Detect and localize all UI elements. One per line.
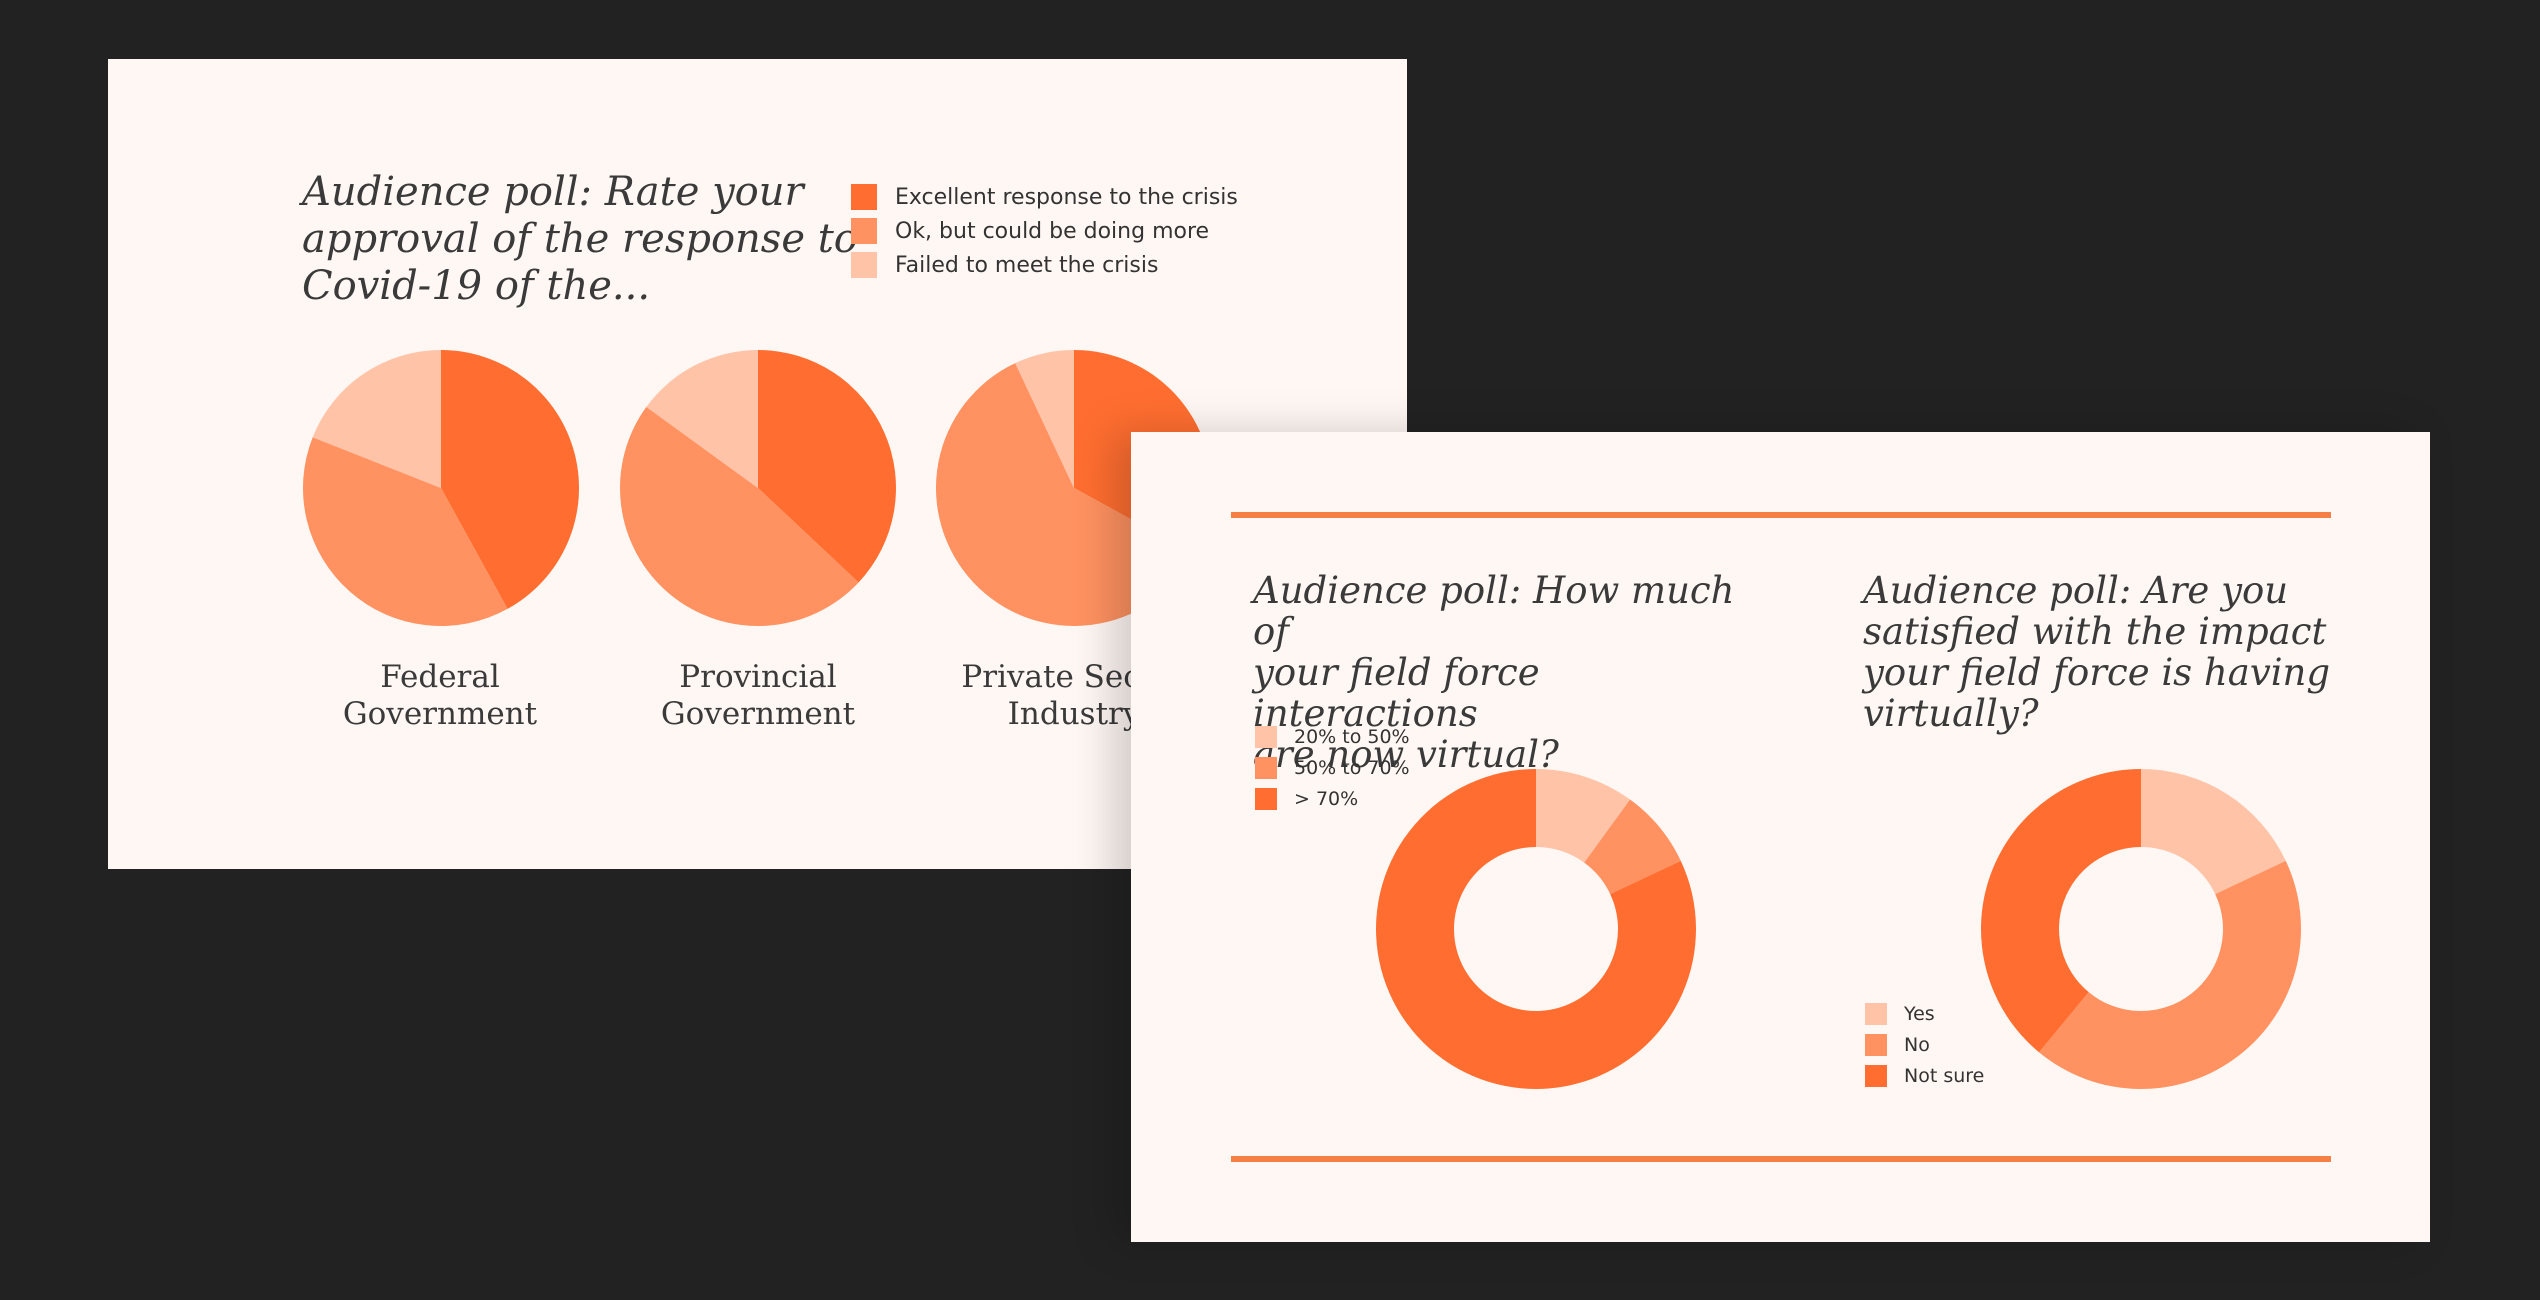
virtual-donut-slice-20-to-50 [1536,769,1631,863]
legend-item-50-70: 50% to 70% [1255,752,1410,783]
legend-label: Not sure [1904,1064,1985,1087]
legend-swatch [851,252,877,278]
poll-satisfaction-title: Audience poll: Are you satisfied with th… [1863,569,2331,735]
legend-swatch [1255,787,1277,810]
legend-swatch [851,184,877,210]
legend-swatch [1255,756,1277,779]
legend-swatch [1255,725,1277,748]
provincial-pie-slice-failed-to-meet-the-crisis [646,350,758,488]
satisfaction-legend: Yes No Not sure [1865,998,1984,1091]
legend-label: > 70% [1294,787,1359,810]
private-pie-slice-ok-but-could-be-doing-more [936,363,1195,626]
bottom-rule [1231,1156,2331,1162]
virtual-legend: 20% to 50% 50% to 70% > 70% [1255,721,1410,814]
legend-swatch [1865,1002,1887,1025]
legend-label: 20% to 50% [1294,725,1410,748]
legend-item-excellent: Excellent response to the crisis [851,180,1238,214]
federal-pie-slice-excellent-response-to-the-crisis [441,350,579,609]
poll-virtual-title: Audience poll: How much of your field fo… [1253,569,1735,776]
provincial-pie-slice-excellent-response-to-the-crisis [758,350,896,583]
slide1-title: Audience poll: Rate your approval of the… [302,169,858,309]
legend-label: Yes [1904,1002,1935,1025]
legend-item-yes: Yes [1865,998,1984,1029]
virtual-donut-slice-50-to-70 [1584,799,1681,895]
slide1-pie-charts [303,350,1212,627]
federal-pie-slice-failed-to-meet-the-crisis [312,350,441,488]
legend-swatch [1865,1064,1887,1087]
legend-item-no: No [1865,1029,1984,1060]
legend-swatch [851,218,877,244]
legend-item-over-70: > 70% [1255,783,1410,814]
pie-label-private: Private Sector Industry [961,659,1186,732]
slide2-donut-charts [1376,769,2301,1089]
legend-label: No [1904,1033,1930,1056]
satisfaction-donut-slice-yes [2141,769,2286,895]
legend-item-20-50: 20% to 50% [1255,721,1410,752]
legend-label: 50% to 70% [1294,756,1410,779]
legend-label: Ok, but could be doing more [895,218,1210,244]
legend-label: Excellent response to the crisis [895,184,1238,210]
satisfaction-donut-slice-no [2039,860,2301,1089]
legend-label: Failed to meet the crisis [895,252,1159,278]
legend-item-not-sure: Not sure [1865,1060,1984,1091]
virtual-donut-slice-70 [1376,769,1696,1089]
pie-label-provincial: Provincial Government [660,659,856,732]
slide1-legend: Excellent response to the crisis Ok, but… [851,180,1238,282]
legend-item-ok: Ok, but could be doing more [851,214,1238,248]
satisfaction-donut-slice-not-sure [1981,769,2141,1053]
legend-item-failed: Failed to meet the crisis [851,248,1238,282]
top-rule [1231,512,2331,518]
slide-field-force-poll: Audience poll: How much of your field fo… [1131,432,2430,1242]
pie-label-federal: Federal Government [342,659,538,732]
federal-pie-slice-ok-but-could-be-doing-more [303,437,508,626]
legend-swatch [1865,1033,1887,1056]
provincial-pie-slice-ok-but-could-be-doing-more [619,406,859,627]
private-pie-slice-failed-to-meet-the-crisis [1015,350,1074,488]
